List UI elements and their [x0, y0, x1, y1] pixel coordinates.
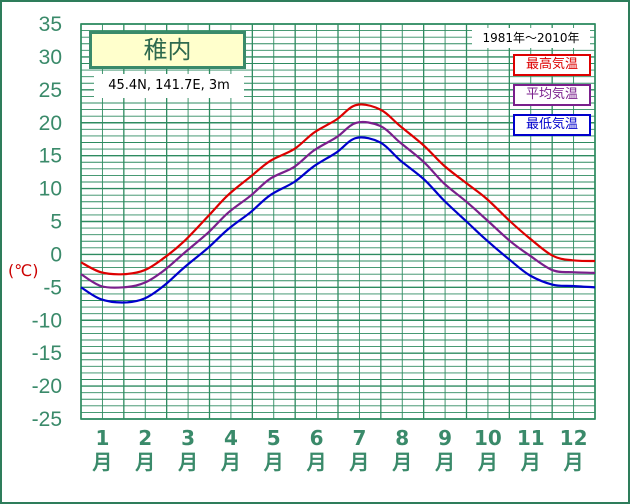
- x-tick-month-number: 10: [474, 426, 502, 450]
- legend-item-max: 最高気温: [513, 54, 591, 76]
- x-tick-month-unit: 月: [520, 450, 541, 474]
- legend-item-mean: 平均気温: [513, 84, 591, 106]
- y-tick-label: 0: [50, 243, 62, 266]
- x-tick-month-unit: 月: [177, 450, 198, 474]
- chart-subtitle: 45.4N, 141.7E, 3m: [94, 74, 244, 98]
- y-tick-label: 5: [50, 211, 62, 234]
- x-tick-month-unit: 月: [220, 450, 241, 474]
- x-tick-month-number: 9: [438, 426, 452, 450]
- y-axis-ticks: 35 30 25 20 15 10 5 0 -5 -10 -15 -20 -25: [32, 13, 62, 431]
- y-tick-label: 10: [39, 178, 62, 201]
- x-tick-month-number: 12: [560, 426, 588, 450]
- x-tick-month-number: 2: [138, 426, 152, 450]
- x-tick-month-unit: 月: [263, 450, 284, 474]
- y-tick-label: -15: [32, 342, 62, 365]
- x-tick-month-number: 4: [224, 426, 238, 450]
- y-tick-label: 35: [39, 13, 62, 36]
- x-tick-month-unit: 月: [391, 450, 412, 474]
- x-tick-month-number: 1: [95, 426, 109, 450]
- x-tick-month-number: 11: [517, 426, 545, 450]
- y-axis-unit-label: (℃): [8, 261, 38, 280]
- series-line-mean: [80, 120, 596, 289]
- x-tick-month-number: 3: [181, 426, 195, 450]
- y-tick-label: 20: [39, 112, 62, 135]
- series-line-max: [80, 103, 596, 276]
- y-tick-label: -10: [32, 309, 62, 332]
- series-lines: [80, 103, 596, 304]
- y-tick-label: 30: [39, 46, 62, 69]
- chart-title: 稚内: [89, 31, 246, 69]
- x-tick-month-number: 8: [395, 426, 409, 450]
- series-line-min: [80, 136, 596, 304]
- x-tick-month-unit: 月: [563, 450, 584, 474]
- y-tick-label: -20: [32, 375, 62, 398]
- x-tick-month-unit: 月: [434, 450, 455, 474]
- grid-lines: [80, 23, 596, 420]
- x-tick-month-number: 7: [352, 426, 366, 450]
- x-tick-month-number: 5: [267, 426, 281, 450]
- y-tick-label: 25: [39, 79, 62, 102]
- x-tick-month-unit: 月: [348, 450, 369, 474]
- x-tick-month-unit: 月: [91, 450, 112, 474]
- x-tick-month-unit: 月: [134, 450, 155, 474]
- x-tick-month-unit: 月: [477, 450, 498, 474]
- x-tick-month-unit: 月: [306, 450, 327, 474]
- x-tick-month-number: 6: [310, 426, 324, 450]
- y-tick-label: -25: [32, 408, 62, 431]
- plot-border: [80, 23, 596, 420]
- y-tick-label: -5: [43, 276, 62, 299]
- period-label: 1981年〜2010年: [472, 28, 590, 48]
- legend-item-min: 最低気温: [513, 114, 591, 136]
- y-tick-label: 15: [39, 145, 62, 168]
